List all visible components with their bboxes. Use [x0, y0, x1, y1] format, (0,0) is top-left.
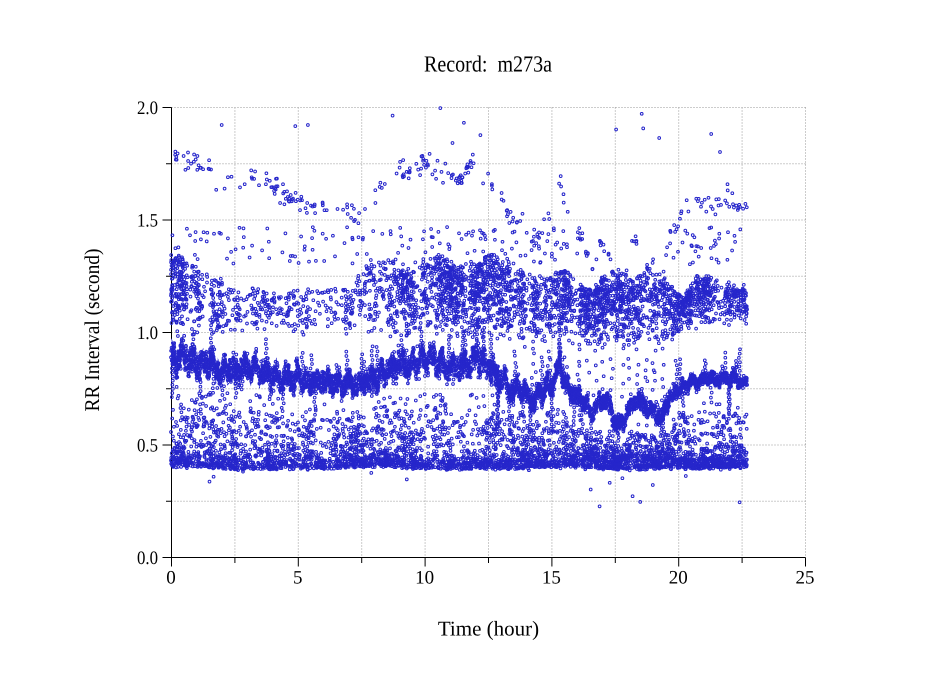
svg-text:2.0: 2.0 — [137, 98, 158, 119]
svg-text:15: 15 — [542, 568, 561, 589]
svg-text:1.5: 1.5 — [137, 210, 158, 231]
svg-text:5: 5 — [293, 568, 303, 589]
svg-text:0.0: 0.0 — [137, 548, 158, 569]
svg-text:0.5: 0.5 — [137, 435, 158, 456]
svg-text:20: 20 — [669, 568, 688, 589]
svg-text:Record: m273a: Record: m273a — [424, 52, 552, 77]
svg-text:1.0: 1.0 — [137, 323, 158, 344]
svg-text:25: 25 — [796, 568, 815, 589]
svg-text:Time (hour): Time (hour) — [438, 617, 539, 641]
svg-text:RR Interval (second): RR Interval (second) — [80, 249, 104, 412]
svg-text:10: 10 — [415, 568, 434, 589]
svg-text:0: 0 — [166, 568, 176, 589]
